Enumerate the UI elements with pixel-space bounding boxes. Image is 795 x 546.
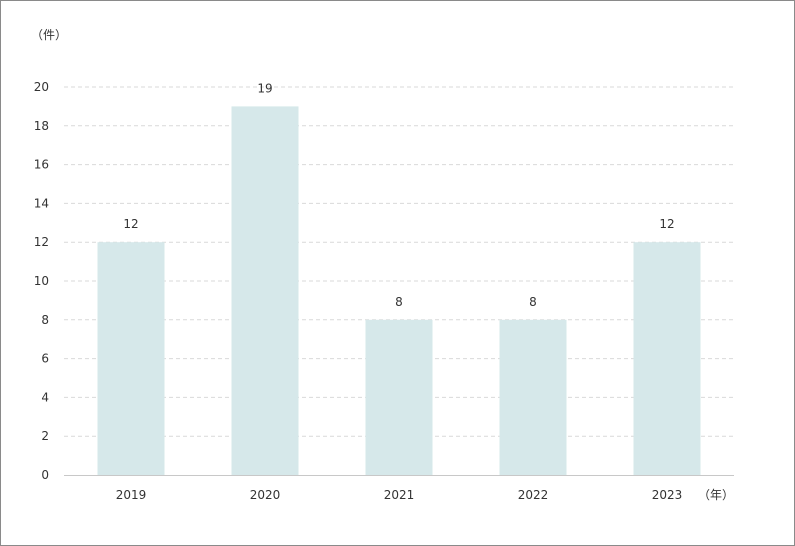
data-labels: 12 19 8 8 12 bbox=[123, 81, 674, 308]
x-tick-labels: 2019 2020 2021 2022 2023 bbox=[116, 488, 683, 502]
y-unit-label: （件） bbox=[31, 28, 67, 42]
y-tick-label: 6 bbox=[41, 352, 49, 366]
y-tick-labels: 0 2 4 6 8 10 12 14 16 18 20 bbox=[34, 80, 49, 482]
y-tick-label: 0 bbox=[41, 468, 49, 482]
x-unit-label: （年） bbox=[698, 488, 734, 502]
data-label: 19 bbox=[257, 81, 272, 95]
bars bbox=[97, 106, 701, 476]
y-tick-label: 14 bbox=[34, 196, 49, 210]
bar bbox=[231, 106, 299, 476]
data-label: 8 bbox=[529, 295, 537, 309]
y-tick-label: 10 bbox=[34, 274, 49, 288]
data-label: 12 bbox=[659, 217, 674, 231]
y-tick-label: 16 bbox=[34, 158, 49, 172]
y-tick-label: 2 bbox=[41, 429, 49, 443]
x-tick-label: 2022 bbox=[518, 488, 549, 502]
bar bbox=[499, 319, 567, 475]
y-tick-label: 8 bbox=[41, 313, 49, 327]
x-tick-label: 2023 bbox=[652, 488, 683, 502]
bar bbox=[633, 242, 701, 475]
x-tick-label: 2020 bbox=[250, 488, 281, 502]
y-tick-label: 20 bbox=[34, 80, 49, 94]
y-tick-label: 12 bbox=[34, 235, 49, 249]
x-tick-label: 2019 bbox=[116, 488, 147, 502]
y-tick-label: 4 bbox=[41, 390, 49, 404]
data-label: 12 bbox=[123, 217, 138, 231]
bar bbox=[365, 319, 433, 475]
y-tick-label: 18 bbox=[34, 119, 49, 133]
x-tick-label: 2021 bbox=[384, 488, 415, 502]
bar bbox=[97, 242, 165, 475]
data-label: 8 bbox=[395, 295, 403, 309]
